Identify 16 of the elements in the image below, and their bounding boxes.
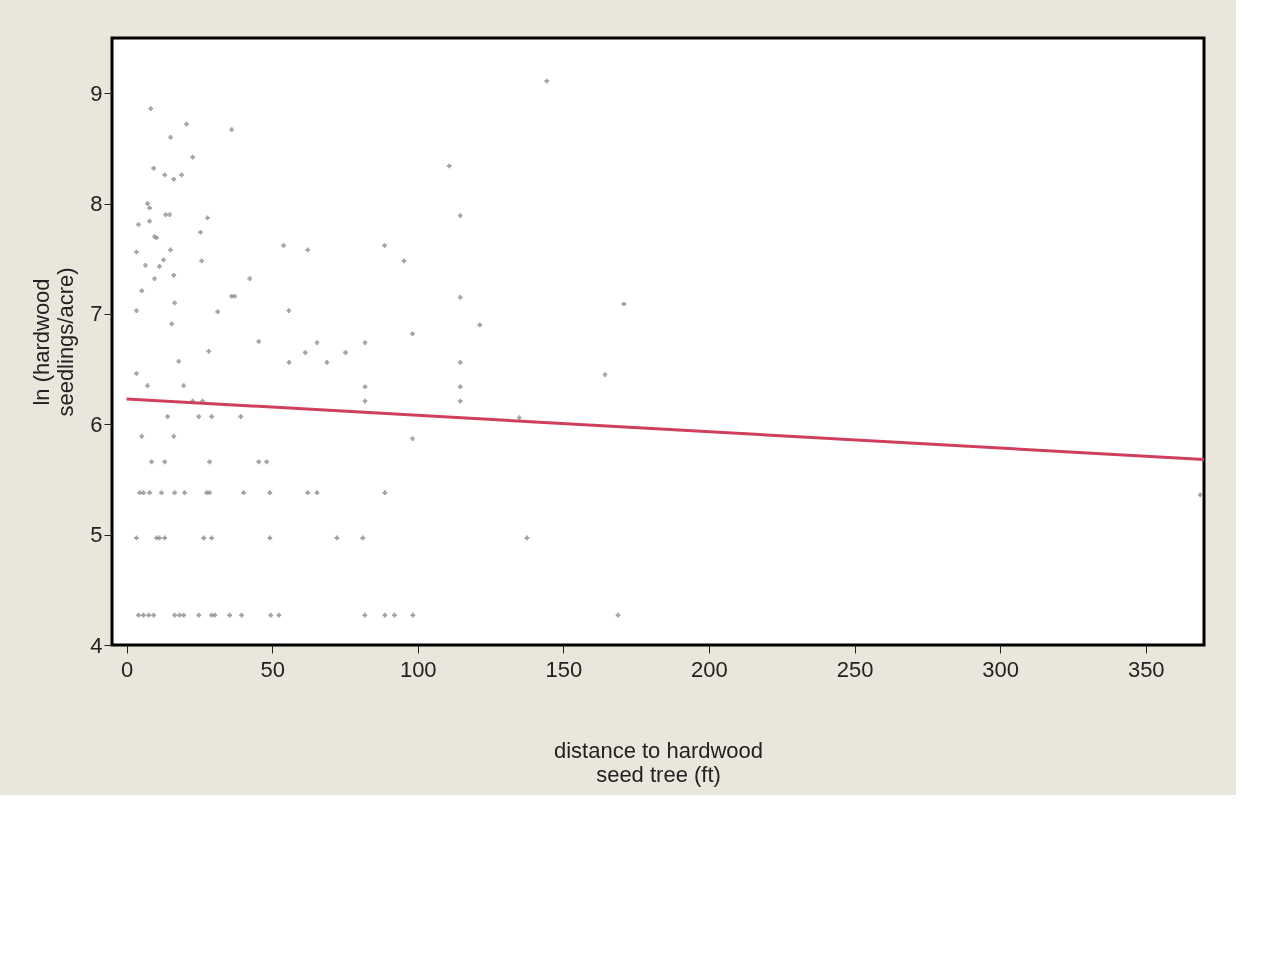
y-axis-title: ln (hardwood seedlings/acre) [29, 267, 79, 417]
x-tick-label: 50 [260, 656, 285, 682]
x-tick-label: 0 [120, 656, 134, 682]
x-axis-title: distance to hardwood seed tree (ft) [553, 737, 764, 787]
x-tick-label: 350 [1127, 656, 1165, 682]
y-tick-label: 8 [90, 191, 103, 217]
x-tick-label: 300 [982, 656, 1020, 682]
x-tick-label: 200 [691, 656, 728, 682]
y-tick-label: 5 [90, 522, 103, 548]
x-tick-label: 150 [545, 656, 583, 682]
y-tick-label: 4 [90, 632, 103, 658]
x-tick-label: 250 [836, 656, 874, 682]
y-tick-label: 7 [90, 301, 103, 327]
y-tick-label: 6 [90, 411, 103, 437]
y-tick-label: 9 [90, 80, 103, 106]
x-tick-label: 100 [399, 656, 437, 682]
